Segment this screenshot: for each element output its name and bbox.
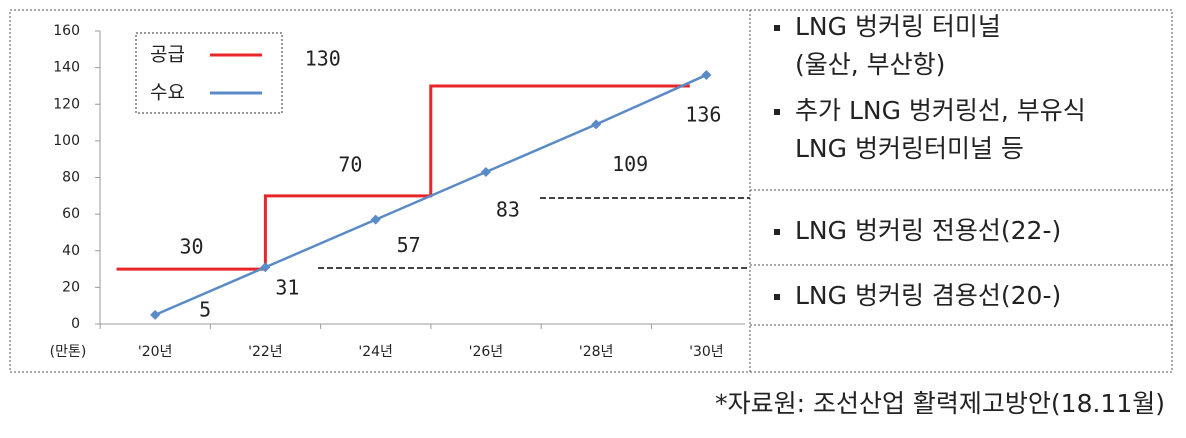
x-tick-label: '28년 xyxy=(579,344,614,360)
y-tick-label: 120 xyxy=(53,96,80,112)
x-tick-label: '24년 xyxy=(358,344,393,360)
y-tick-label: 80 xyxy=(62,170,80,186)
data-label: 30 xyxy=(179,235,203,259)
y-tick-label: 100 xyxy=(53,133,80,149)
x-tick-label: '20년 xyxy=(138,344,173,360)
table-text: LNG 벙커링 전용선(22-) xyxy=(795,216,1061,245)
table-text: (울산, 부산항) xyxy=(795,50,945,79)
x-tick-label: '26년 xyxy=(469,344,504,360)
bullet xyxy=(774,229,780,235)
data-label: 130 xyxy=(305,46,341,70)
data-point xyxy=(701,69,712,80)
data-label: 70 xyxy=(338,152,362,176)
data-label: 83 xyxy=(496,198,520,222)
y-tick-label: 140 xyxy=(53,60,80,76)
legend-box xyxy=(135,32,283,114)
frame xyxy=(9,9,1173,373)
y-tick-label: 0 xyxy=(71,316,80,332)
data-point xyxy=(260,262,271,273)
y-tick-label: 160 xyxy=(53,23,80,39)
data-label: 31 xyxy=(275,276,299,300)
bullet xyxy=(774,294,780,300)
y-tick-label: 60 xyxy=(62,206,80,222)
data-point xyxy=(150,309,161,320)
legend-label: 수요 xyxy=(150,82,185,104)
legend-label: 공급 xyxy=(150,44,185,66)
bullet xyxy=(774,25,780,31)
bullet xyxy=(774,109,780,115)
x-tick-label: '30년 xyxy=(689,344,724,360)
x-tick-label: '22년 xyxy=(248,344,283,360)
data-point xyxy=(370,214,381,225)
table-text: LNG 벙커링 터미널 xyxy=(795,12,1001,41)
data-label: 57 xyxy=(397,233,421,257)
y-unit: (만톤) xyxy=(50,344,87,360)
data-label: 5 xyxy=(199,297,211,321)
y-tick-label: 20 xyxy=(62,279,80,295)
data-label: 136 xyxy=(685,102,721,126)
series-line xyxy=(154,73,707,316)
series-line xyxy=(116,84,690,271)
source-note: *자료원: 조선산업 활력제고방안(18.11월) xyxy=(715,389,1165,418)
table-text: 추가 LNG 벙커링선, 부유식 xyxy=(795,96,1086,125)
data-label: 109 xyxy=(612,152,648,176)
table-text: LNG 벙커링터미널 등 xyxy=(795,134,1024,163)
data-point xyxy=(480,167,491,178)
data-point xyxy=(591,119,602,130)
table-text: LNG 벙커링 겸용선(20-) xyxy=(795,281,1061,310)
y-tick-label: 40 xyxy=(62,243,80,259)
